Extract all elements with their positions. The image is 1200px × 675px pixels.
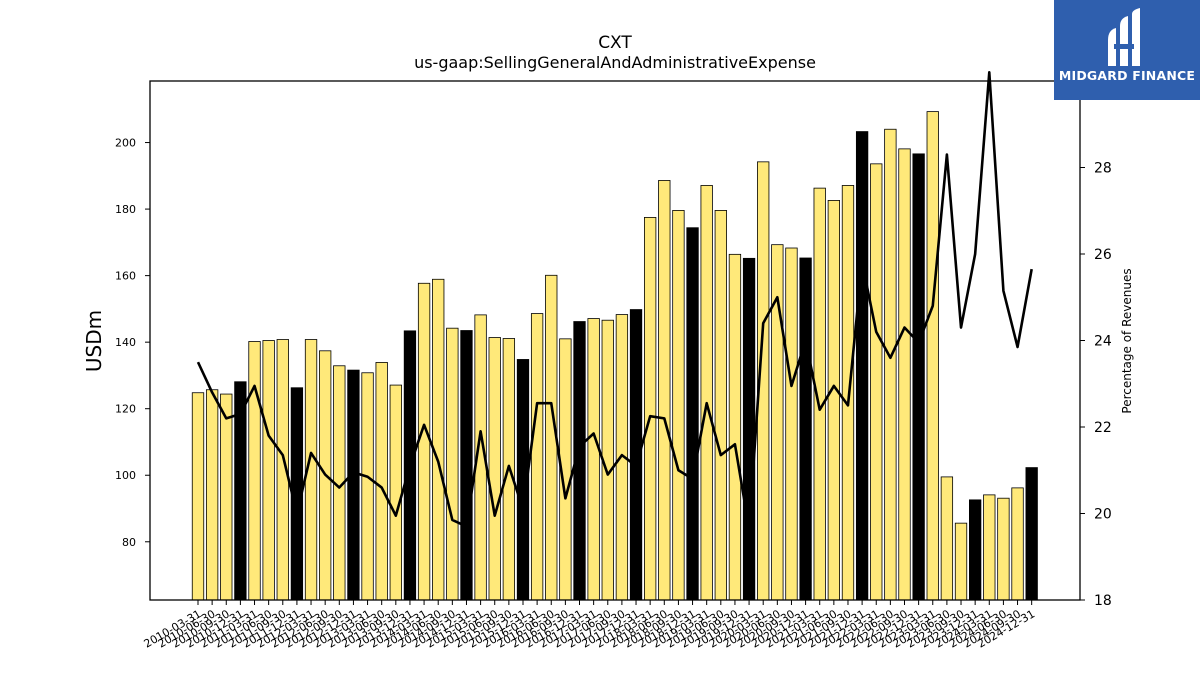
bar [262, 340, 275, 601]
bar [827, 200, 840, 601]
y-tick-label: 120 [115, 403, 136, 416]
bar [969, 499, 982, 601]
bar [700, 185, 713, 601]
bar [785, 247, 798, 601]
y-tick-label: 180 [115, 203, 136, 216]
y2-tick-label: 20 [1094, 507, 1112, 523]
bar [926, 111, 939, 601]
bar [799, 257, 812, 601]
bar [248, 341, 261, 601]
plot-frame [149, 80, 1081, 601]
bar [587, 318, 600, 601]
bar [389, 384, 402, 601]
y-tick-label: 100 [115, 469, 136, 482]
y2-tick-label: 24 [1094, 334, 1112, 350]
y-tick-label: 200 [115, 137, 136, 150]
bar [983, 494, 996, 601]
bar [530, 313, 544, 601]
bar [912, 153, 925, 601]
bar [728, 253, 742, 601]
bar [884, 128, 897, 601]
y2-tick-label: 28 [1094, 161, 1112, 177]
line-layer [196, 71, 1033, 530]
bar [658, 180, 671, 601]
bar [686, 227, 699, 601]
y-axis-left: 80 100 120 140 160 180 200 [115, 137, 150, 549]
logo-mark-icon [1108, 8, 1140, 66]
brand-logo: MIDGARD FINANCE [1054, 0, 1200, 100]
bar [870, 163, 883, 601]
y2-axis-label: Percentage of Revenues [1120, 268, 1134, 413]
bar [446, 327, 459, 601]
bar [488, 337, 501, 601]
y2-tick-label: 18 [1094, 593, 1112, 609]
chart-title: CXT [598, 33, 632, 53]
bar [220, 393, 233, 601]
bar [361, 372, 374, 601]
y2-tick-label: 22 [1094, 420, 1112, 436]
bar [432, 278, 445, 601]
bar [997, 497, 1010, 601]
series-line [196, 71, 1033, 530]
bar [460, 330, 473, 601]
bar [1025, 467, 1038, 601]
bar [191, 392, 205, 601]
bar [714, 210, 727, 601]
y2-tick-label: 26 [1094, 247, 1112, 263]
bar [205, 389, 219, 601]
bar [672, 210, 685, 601]
bar [644, 216, 657, 601]
bar [855, 131, 869, 601]
bars-layer [191, 111, 1038, 601]
bar [1011, 487, 1024, 601]
logo-text: MIDGARD FINANCE [1058, 68, 1196, 83]
chart-subtitle: us-gaap:SellingGeneralAndAdministrativeE… [414, 53, 816, 72]
y-axis-label: USDm [82, 310, 106, 372]
bar [742, 257, 756, 601]
bar [940, 476, 954, 601]
x-axis: 2010-03-312010-06-302010-09-302010-12-31… [142, 600, 1037, 651]
y-axis-right: 18 20 22 24 26 28 [1080, 161, 1112, 609]
bar [417, 282, 431, 601]
bar [898, 148, 911, 601]
y-tick-label: 160 [115, 270, 136, 283]
bar [375, 362, 388, 601]
bar [347, 369, 360, 601]
y-tick-label: 140 [115, 336, 136, 349]
bar [954, 522, 968, 601]
y-tick-label: 80 [122, 536, 136, 549]
